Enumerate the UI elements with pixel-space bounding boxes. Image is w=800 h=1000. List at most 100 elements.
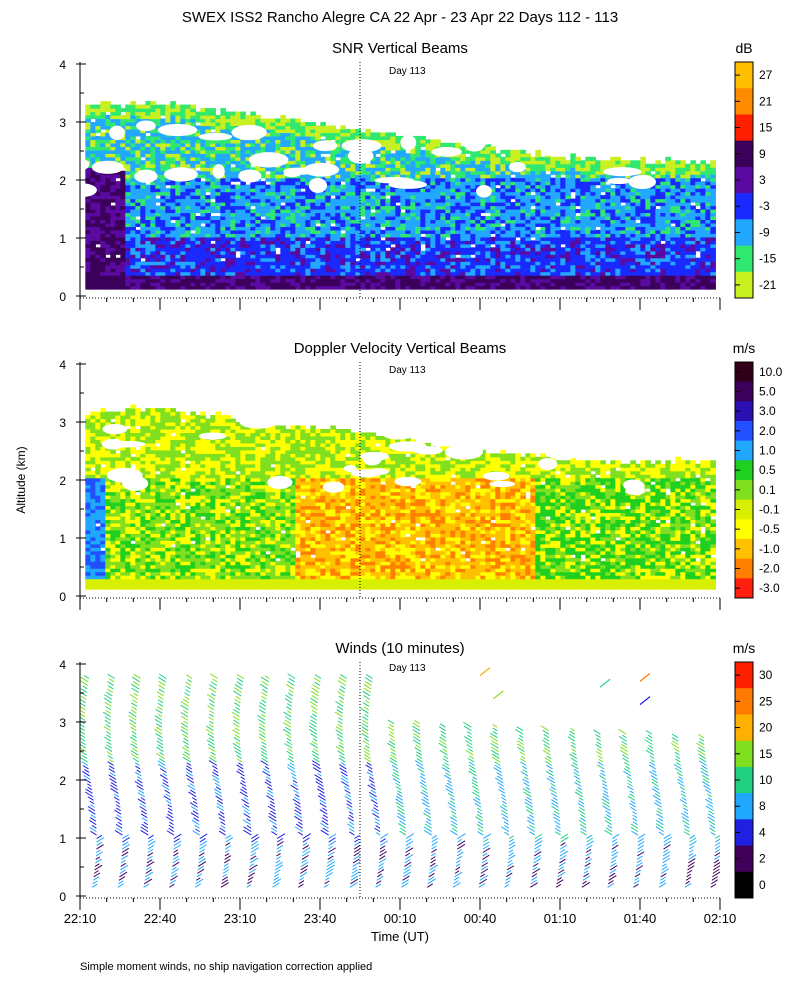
snr-cell (205, 219, 211, 224)
snr-cell (480, 243, 486, 248)
snr-cell (520, 219, 526, 224)
snr-cell (320, 282, 326, 287)
snr-cell (305, 282, 311, 287)
snr-cell (525, 264, 531, 269)
snr-cell (165, 146, 171, 151)
snr-cell (115, 191, 121, 196)
snr-cell (115, 219, 121, 224)
snr-cell (145, 271, 151, 276)
snr-cell (280, 233, 286, 238)
snr-cell (610, 219, 616, 224)
snr-cell (565, 240, 571, 245)
snr-cell (260, 261, 266, 266)
snr-cell (330, 191, 336, 196)
snr-cell (165, 153, 171, 158)
snr-cell (330, 215, 336, 221)
snr-cell (625, 250, 631, 255)
snr-cell (335, 236, 341, 241)
snr-cell (495, 153, 501, 158)
snr-cell (85, 233, 91, 238)
snr-cell (355, 243, 361, 248)
snr-cell (595, 181, 601, 186)
snr-cell (370, 285, 376, 290)
snr-cell (235, 219, 241, 224)
snr-cell (85, 202, 91, 207)
snr-cell (370, 163, 376, 168)
snr-cell (505, 184, 511, 189)
snr-cell (150, 135, 156, 140)
snr-cell (395, 142, 401, 147)
snr-cell (315, 156, 321, 161)
snr-cell (190, 282, 196, 287)
snr-cell (335, 174, 341, 179)
snr-cell (380, 233, 386, 238)
snr-cell (115, 111, 121, 116)
snr-cell (240, 205, 246, 210)
snr-cell (190, 163, 196, 168)
snr-cell (580, 229, 586, 234)
snr-cell (185, 257, 191, 262)
snr-cell (95, 205, 101, 210)
snr-cell (445, 198, 451, 203)
snr-cell (590, 264, 596, 269)
snr-cell (490, 191, 496, 196)
snr-cell (625, 257, 631, 262)
snr-cell (480, 153, 486, 158)
snr-cell (180, 202, 186, 207)
snr-cell (310, 125, 316, 130)
snr-cell (625, 191, 631, 196)
snr-cell (425, 261, 431, 266)
snr-cell (125, 195, 131, 200)
snr-cell (145, 278, 151, 283)
snr-cell (505, 285, 511, 290)
snr-cell (430, 163, 436, 168)
snr-cell (405, 170, 411, 175)
snr-cell (220, 275, 226, 280)
snr-cell (410, 275, 416, 280)
snr-cell (240, 191, 246, 196)
snr-cell (270, 243, 276, 248)
snr-cell (600, 236, 606, 241)
snr-cell (560, 219, 566, 224)
snr-cell (500, 254, 506, 259)
snr-cell (635, 257, 641, 262)
snr-cell (290, 122, 296, 127)
snr-cell (545, 271, 551, 276)
snr-cell (315, 247, 321, 252)
snr-cell (210, 160, 216, 165)
snr-cell (415, 177, 421, 182)
snr-cell (345, 177, 351, 182)
snr-cell (215, 146, 221, 151)
snr-cell (100, 226, 106, 231)
snr-cell (200, 233, 206, 238)
snr-cell (235, 275, 241, 280)
snr-cell (310, 236, 316, 241)
snr-cell (280, 142, 286, 147)
snr-cell (145, 167, 151, 172)
snr-cell (345, 132, 351, 137)
snr-cell (610, 215, 616, 221)
snr-cell (510, 275, 516, 280)
snr-cell (555, 188, 561, 193)
snr-cell (420, 215, 426, 221)
snr-cell (150, 132, 156, 137)
snr-cell (135, 222, 141, 227)
snr-cell (430, 222, 436, 227)
snr-cell (580, 219, 586, 224)
snr-cell (350, 226, 356, 231)
snr-cell (315, 202, 321, 207)
snr-cell (320, 247, 326, 252)
snr-cell (260, 170, 266, 175)
snr-cell (470, 177, 476, 182)
snr-cell (400, 212, 406, 217)
snr-cell (100, 149, 106, 154)
snr-cell (175, 222, 181, 227)
snr-cell (95, 195, 101, 200)
snr-cell (440, 243, 446, 248)
snr-cell (300, 254, 306, 259)
snr-cell (90, 240, 96, 245)
snr-cell (180, 184, 186, 189)
snr-cell (485, 170, 491, 175)
snr-cell (555, 191, 561, 196)
snr-cell (525, 177, 531, 182)
